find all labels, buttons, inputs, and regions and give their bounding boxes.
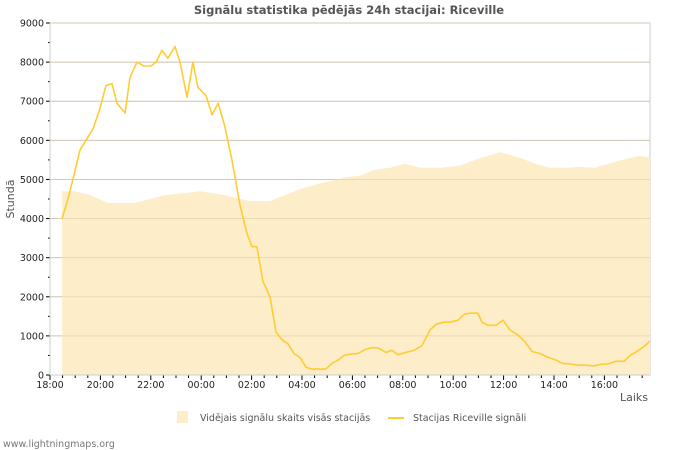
- y-tick-label: 7000: [20, 97, 44, 108]
- chart-title: Signālu statistika pēdējās 24h stacijai:…: [194, 3, 504, 17]
- y-tick-label: 8000: [20, 58, 44, 69]
- area-series: [62, 152, 650, 375]
- y-tick-label: 3000: [20, 253, 44, 264]
- y-tick-label: 6000: [20, 136, 44, 147]
- x-tick-label: 08:00: [389, 380, 416, 391]
- watermark: www.lightningmaps.org: [3, 439, 115, 450]
- x-tick-label: 06:00: [339, 380, 366, 391]
- x-tick-label: 00:00: [188, 380, 215, 391]
- y-tick-label: 1000: [20, 331, 44, 342]
- y-tick-label: 5000: [20, 175, 44, 186]
- x-tick-label: 10:00: [439, 380, 466, 391]
- y-tick-label: 9000: [20, 19, 44, 30]
- y-tick-label: 4000: [20, 214, 44, 225]
- average-signals-area: [62, 152, 650, 375]
- x-tick-label: 02:00: [238, 380, 265, 391]
- x-tick-label: 18:00: [36, 380, 63, 391]
- legend-label-average: Vidējais signālu skaits visās stacijās: [200, 413, 370, 424]
- x-axis-label: Laiks: [620, 391, 648, 404]
- legend: Vidējais signālu skaits visās stacijās S…: [177, 411, 526, 424]
- x-tick-label: 14:00: [540, 380, 567, 391]
- axes: 0 1000 2000 3000 4000 5000 6000 7000 8000 9000 18:…: [20, 19, 650, 391]
- line-series: [61, 45, 651, 370]
- legend-label-station: Stacijas Riceville signāli: [413, 413, 526, 424]
- x-tick-label: 20:00: [87, 380, 114, 391]
- y-axis-label: Stundā: [4, 180, 17, 219]
- legend-swatch-average: [177, 411, 188, 423]
- x-tick-label: 16:00: [591, 380, 618, 391]
- x-tick-label: 12:00: [490, 380, 517, 391]
- y-tick-label: 0: [38, 371, 44, 382]
- x-tick-label: 22:00: [137, 380, 164, 391]
- x-tick-label: 04:00: [288, 380, 315, 391]
- y-tick-label: 2000: [20, 292, 44, 303]
- grid-lines-overlay: [50, 22, 650, 376]
- station-signals-line: [61, 45, 651, 370]
